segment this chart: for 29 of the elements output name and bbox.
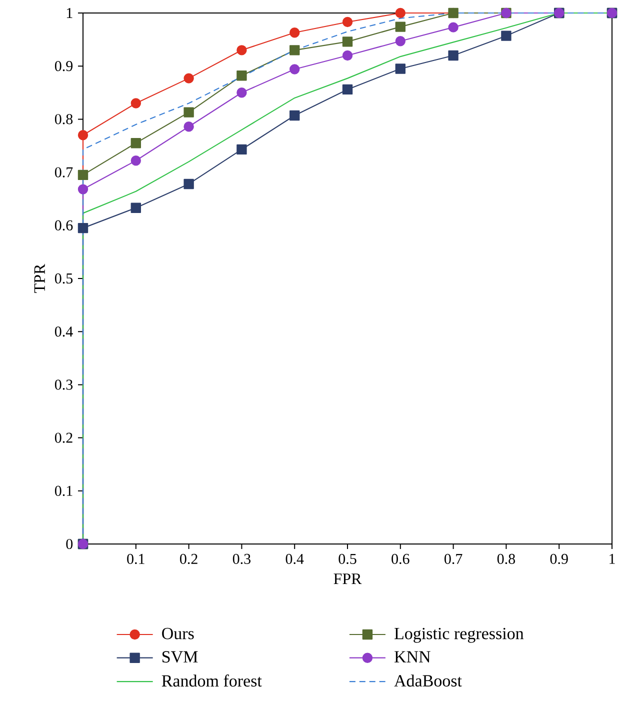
y-tick-label: 0.7 [54, 167, 73, 178]
y-tick-label: 0.5 [54, 273, 73, 284]
y-tick-label: 0.8 [54, 114, 73, 124]
legend-label: KNN [394, 651, 430, 662]
legend-label: Ours [162, 628, 194, 640]
legend-label: Logistic regression [394, 628, 524, 643]
x-tick-label: 0.4 [286, 554, 304, 564]
x-tick-label: 0.2 [180, 554, 198, 564]
y-tick-label: 0 [66, 538, 73, 550]
x-tick-label: 1 [610, 554, 615, 564]
x-tick-label: 0.9 [550, 554, 568, 564]
y-tick-label: 0.1 [54, 486, 72, 496]
legend-label: SVM [162, 651, 198, 663]
x-tick-label: 0.1 [127, 554, 144, 564]
x-tick-label: 0.6 [392, 554, 410, 564]
y-tick-label: 0.4 [54, 326, 73, 337]
y-tick-label: 1 [66, 8, 72, 18]
x-tick-label: 0.8 [497, 554, 516, 564]
y-tick-label: 0.9 [54, 61, 73, 72]
y-axis-title: TPR [34, 264, 45, 293]
x-tick-label: 0.7 [444, 554, 462, 564]
x-tick-label: 0.5 [338, 554, 356, 564]
y-tick-label: 0.6 [54, 220, 73, 230]
y-tick-label: 0.3 [54, 380, 73, 390]
y-tick-label: 0.2 [54, 432, 72, 443]
x-tick-label: 0.3 [232, 554, 250, 564]
x-axis-title: FPR [334, 574, 362, 584]
legend-label: Random forest [162, 674, 262, 687]
legend-label: AdaBoost [394, 674, 462, 687]
